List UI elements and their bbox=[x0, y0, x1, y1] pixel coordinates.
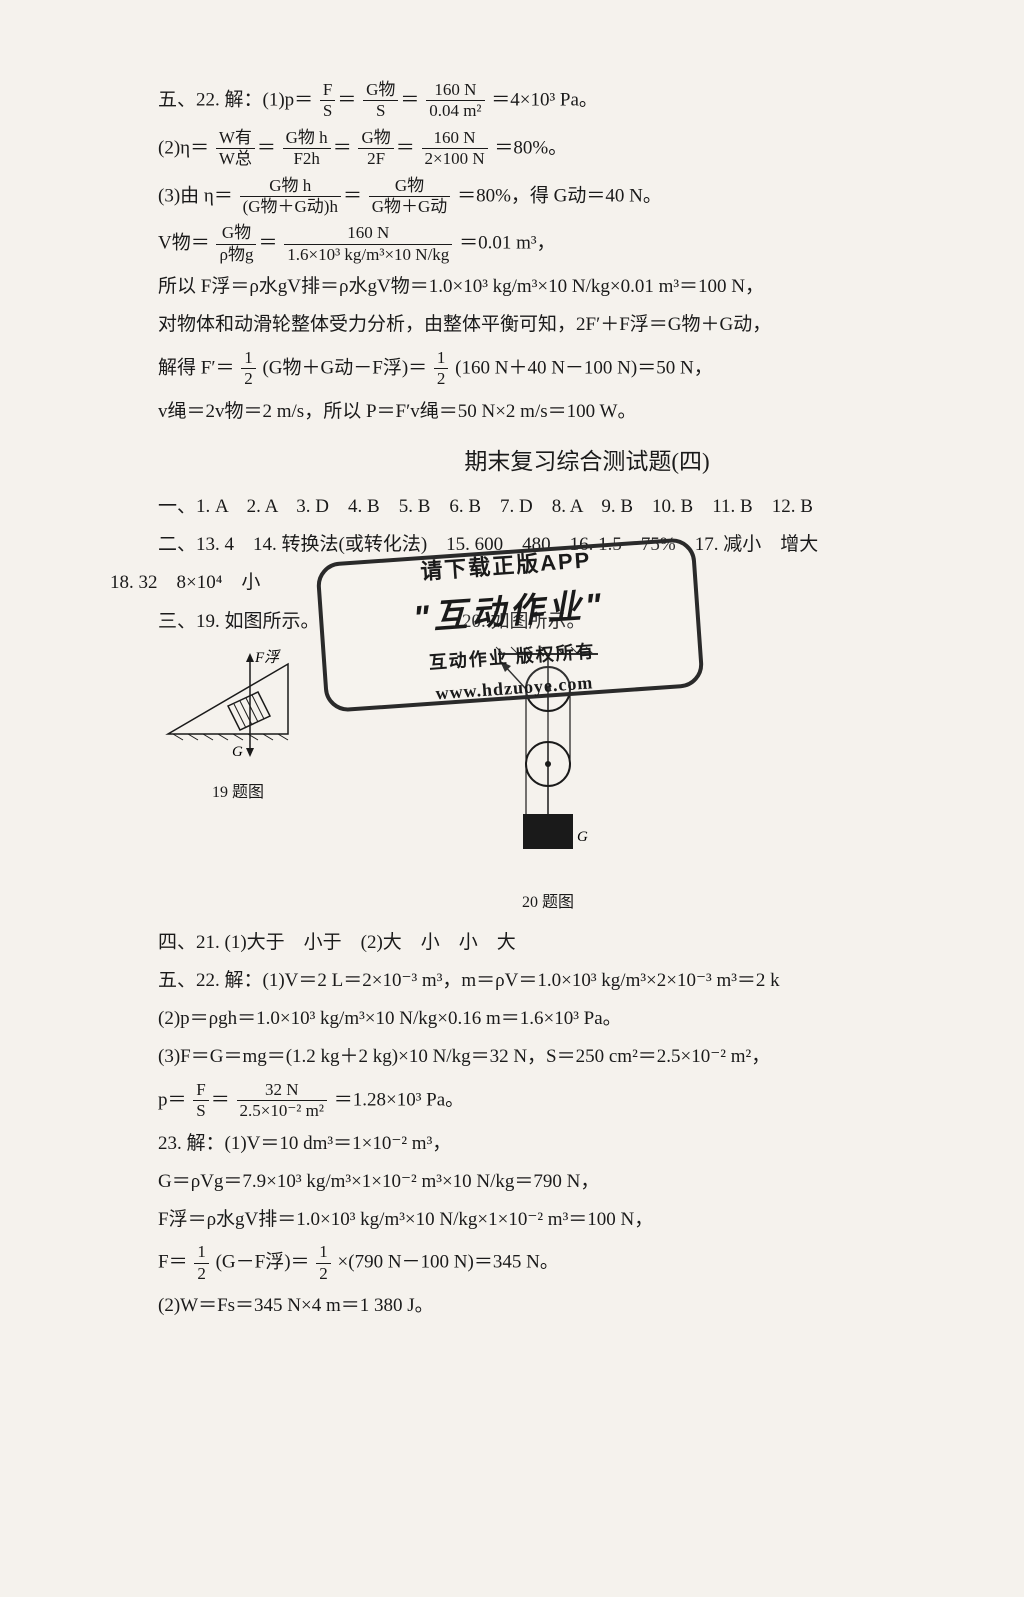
t: ＝1.28×10³ Pa。 bbox=[334, 1089, 464, 1110]
frac: G物S bbox=[363, 80, 398, 122]
t: ＝80%，得 G动＝40 N。 bbox=[457, 185, 662, 206]
frac: 12 bbox=[316, 1242, 331, 1284]
l5: 所以 F浮＝ρ水gV排＝ρ水gV物＝1.0×10³ kg/m³×10 N/kg×… bbox=[110, 271, 944, 303]
fig20-caption: 20 题图 bbox=[468, 889, 628, 916]
figures-row: F浮 G 19 题图 G 20 题图 bbox=[110, 644, 944, 916]
frac: 160 N2×100 N bbox=[422, 128, 488, 170]
t: F＝ bbox=[158, 1252, 188, 1273]
svg-text:G: G bbox=[232, 744, 243, 760]
title-4: 期末复习综合测试题(四) bbox=[110, 442, 944, 481]
t: ＝4×10³ Pa。 bbox=[491, 89, 598, 110]
fig19-svg: F浮 G bbox=[158, 644, 318, 764]
l3: (3)由 η＝ G物 h(G物＋G动)h＝ G物G物＋G动 ＝80%，得 G动＝… bbox=[110, 176, 944, 218]
fig19-wrap: F浮 G 19 题图 bbox=[158, 644, 318, 806]
q23-l4: F＝ 12 (G－F浮)＝ 12 ×(790 N－100 N)＝345 N。 bbox=[110, 1242, 944, 1284]
sec5b-l3: (3)F＝G＝mg＝(1.2 kg＋2 kg)×10 N/kg＝32 N，S＝2… bbox=[110, 1041, 944, 1073]
frac: 12 bbox=[241, 348, 256, 390]
l4: V物＝ G物ρ物g＝ 160 N1.6×10³ kg/m³×10 N/kg ＝0… bbox=[110, 223, 944, 265]
q23-l2: G＝ρVg＝7.9×10³ kg/m³×1×10⁻² m³×10 N/kg＝79… bbox=[110, 1166, 944, 1198]
q23-l5: (2)W＝Fs＝345 N×4 m＝1 380 J。 bbox=[110, 1290, 944, 1322]
t: ＝0.01 m³， bbox=[459, 233, 555, 254]
svg-text:F浮: F浮 bbox=[254, 649, 281, 666]
t: V物＝ bbox=[158, 233, 210, 254]
t: p＝ bbox=[158, 1089, 187, 1110]
frac: FS bbox=[193, 1080, 208, 1122]
frac: 160 N0.04 m² bbox=[426, 80, 484, 122]
sec5b-l2: (2)p＝ρgh＝1.0×10³ kg/m³×10 N/kg×0.16 m＝1.… bbox=[110, 1003, 944, 1035]
frac: G物 h(G物＋G动)h bbox=[240, 176, 341, 218]
mc-row4: 三、19. 如图所示。 20. 如图所示。 bbox=[110, 606, 944, 638]
mc-row3: 18. 32 8×10⁴ 小 bbox=[110, 567, 944, 599]
frac: 160 N1.6×10³ kg/m³×10 N/kg bbox=[284, 223, 452, 265]
t: ×(790 N－100 N)＝345 N。 bbox=[338, 1252, 559, 1273]
l7: 解得 F′＝ 12 (G物＋G动－F浮)＝ 12 (160 N＋40 N－100… bbox=[110, 348, 944, 390]
frac: G物2F bbox=[358, 128, 393, 170]
svg-text:G: G bbox=[577, 829, 588, 845]
sec5b-l4: p＝ FS＝ 32 N2.5×10⁻² m² ＝1.28×10³ Pa。 bbox=[110, 1080, 944, 1122]
t: (160 N＋40 N－100 N)＝50 N， bbox=[455, 357, 713, 378]
q23-l1: 23. 解：(1)V＝10 dm³＝1×10⁻² m³， bbox=[110, 1128, 944, 1160]
frac: G物 hF2h bbox=[283, 128, 331, 170]
t: (2)η＝ bbox=[158, 137, 209, 158]
fig20-svg: G bbox=[468, 644, 628, 874]
t: 解得 F′＝ bbox=[158, 357, 234, 378]
sec5b-l1: 五、22. 解：(1)V＝2 L＝2×10⁻³ m³，m＝ρV＝1.0×10³ … bbox=[110, 965, 944, 997]
l8: v绳＝2v物＝2 m/s，所以 P＝F′v绳＝50 N×2 m/s＝100 W。 bbox=[110, 396, 944, 428]
mc-row1: 一、1. A 2. A 3. D 4. B 5. B 6. B 7. D 8. … bbox=[110, 491, 944, 523]
mc-row2: 二、13. 4 14. 转换法(或转化法) 15. 600 480 16. 1.… bbox=[110, 529, 944, 561]
l6: 对物体和动滑轮整体受力分析，由整体平衡可知，2F′＋F浮＝G物＋G动， bbox=[110, 309, 944, 341]
q23-l3: F浮＝ρ水gV排＝1.0×10³ kg/m³×10 N/kg×1×10⁻² m³… bbox=[110, 1204, 944, 1236]
frac: G物ρ物g bbox=[216, 223, 256, 265]
frac: 12 bbox=[434, 348, 449, 390]
frac: G物G物＋G动 bbox=[369, 176, 451, 218]
frac: 12 bbox=[194, 1242, 209, 1284]
t: (3)由 η＝ bbox=[158, 185, 233, 206]
frac: FS bbox=[320, 80, 335, 122]
l2: (2)η＝ W有W总＝ G物 hF2h＝ G物2F＝ 160 N2×100 N … bbox=[110, 128, 944, 170]
t: ＝80%。 bbox=[494, 137, 567, 158]
frac: 32 N2.5×10⁻² m² bbox=[237, 1080, 327, 1122]
fig19-caption: 19 题图 bbox=[158, 779, 318, 806]
fig20-wrap: G 20 题图 bbox=[468, 644, 628, 916]
sec4-21: 四、21. (1)大于 小于 (2)大 小 小 大 bbox=[110, 927, 944, 959]
t: (G物＋G动－F浮)＝ bbox=[262, 357, 427, 378]
sec5-22-l1: 五、22. 解：(1)p＝ FS＝ G物S＝ 160 N0.04 m² ＝4×1… bbox=[110, 80, 944, 122]
t: 五、22. 解：(1)p＝ bbox=[158, 89, 313, 110]
frac: W有W总 bbox=[216, 128, 255, 170]
t: (G－F浮)＝ bbox=[216, 1252, 310, 1273]
